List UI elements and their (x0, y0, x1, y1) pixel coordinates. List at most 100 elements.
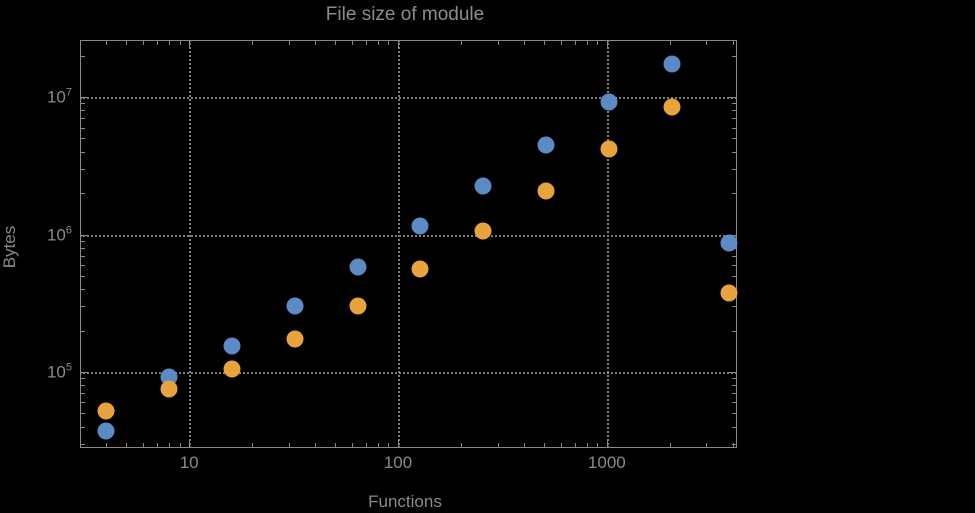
data-point (474, 222, 492, 240)
x-tick (732, 443, 734, 448)
x-tick-top (606, 40, 608, 48)
x-tick (388, 443, 390, 448)
y-tick-right (729, 371, 737, 373)
x-tick (189, 440, 191, 448)
x-tick-top (543, 40, 545, 45)
gridline-horizontal (80, 234, 737, 237)
data-point (97, 402, 115, 420)
y-tick-right (732, 426, 737, 428)
data-point (537, 136, 555, 154)
y-tick (80, 402, 85, 404)
y-tick (80, 97, 88, 99)
y-tick-right (732, 402, 737, 404)
gridline-vertical (189, 40, 192, 448)
x-tick (706, 443, 708, 448)
x-tick (126, 443, 128, 448)
chart-title: File size of module (325, 4, 485, 25)
data-point (349, 297, 367, 315)
x-tick (460, 443, 462, 448)
data-point (411, 260, 429, 278)
y-tick-right (732, 255, 737, 257)
y-tick (80, 393, 85, 395)
x-tick-top (460, 40, 462, 45)
x-tick-top (560, 40, 562, 45)
y-tick-right (732, 306, 737, 308)
x-tick-top (142, 40, 144, 45)
y-tick (80, 371, 88, 373)
y-tick-right (732, 110, 737, 112)
x-tick (168, 443, 170, 448)
x-tick-top (80, 40, 81, 45)
y-tick (80, 265, 85, 267)
y-tick-right (732, 378, 737, 380)
x-tick (335, 443, 337, 448)
gridline-horizontal (80, 97, 737, 100)
data-point (223, 337, 241, 355)
data-point (663, 98, 681, 116)
data-point (600, 140, 618, 158)
x-tick-top (586, 40, 588, 45)
x-tick (669, 443, 671, 448)
gridline-vertical (606, 40, 609, 448)
y-tick-right (729, 97, 737, 99)
x-tick (179, 443, 181, 448)
y-tick (80, 306, 85, 308)
x-tick (252, 443, 254, 448)
x-tick (314, 443, 316, 448)
y-tick (80, 151, 85, 153)
x-tick (560, 443, 562, 448)
data-point (160, 380, 178, 398)
x-tick-top (706, 40, 708, 45)
x-tick (586, 443, 588, 448)
y-axis-tick-labels: 105 106 107 (0, 0, 72, 513)
x-tick-top (106, 40, 108, 45)
x-tick-top (335, 40, 337, 45)
y-tick (80, 103, 85, 105)
x-tick-top (179, 40, 181, 45)
x-tick-top (365, 40, 367, 45)
gridline-vertical (398, 40, 401, 448)
y-tick (80, 275, 85, 277)
y-tick-right (732, 385, 737, 387)
x-tick-top (252, 40, 254, 45)
x-tick (106, 443, 108, 448)
x-tick-top (377, 40, 379, 45)
x-tick (377, 443, 379, 448)
y-tick (80, 289, 85, 291)
x-tick-top (288, 40, 290, 45)
y-tick (80, 330, 85, 332)
y-tick-right (732, 103, 737, 105)
data-point (600, 93, 618, 111)
x-tick-label: 100 (383, 453, 413, 472)
x-tick (398, 440, 400, 448)
x-tick (80, 443, 81, 448)
y-tick (80, 110, 85, 112)
y-tick (80, 193, 85, 195)
data-point (411, 217, 429, 235)
x-tick-top (497, 40, 499, 45)
y-tick-right (732, 330, 737, 332)
y-tick (80, 255, 85, 257)
y-tick-right (732, 193, 737, 195)
y-tick-right (732, 151, 737, 153)
y-tick (80, 168, 85, 170)
y-tick (80, 426, 85, 428)
x-tick-top (168, 40, 170, 45)
x-tick-label: 1000 (587, 453, 626, 472)
data-point (286, 297, 304, 315)
data-point (663, 55, 681, 73)
x-tick-label: 10 (179, 453, 199, 472)
y-tick (80, 443, 85, 445)
x-tick-top (398, 40, 400, 48)
x-tick (574, 443, 576, 448)
data-point (349, 258, 367, 276)
y-tick (80, 378, 85, 380)
x-tick-top (314, 40, 316, 45)
y-tick-right (732, 55, 737, 57)
x-tick-top (388, 40, 390, 45)
y-tick (80, 413, 85, 415)
y-tick (80, 247, 85, 249)
gridline-horizontal (80, 371, 737, 374)
data-point (720, 284, 738, 302)
